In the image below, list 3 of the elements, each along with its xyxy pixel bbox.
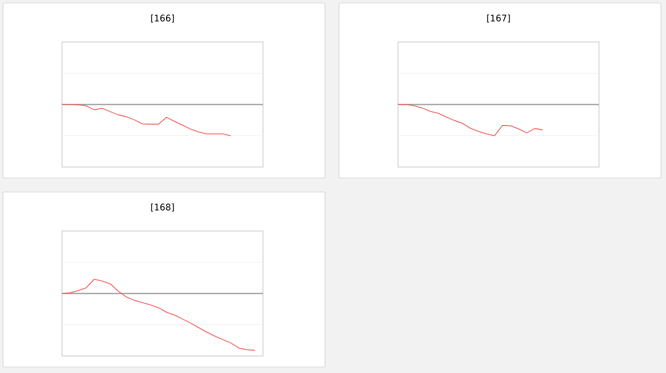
- chart-title: [166]: [151, 14, 174, 23]
- chart-title: [167]: [487, 14, 510, 23]
- chart-title: [168]: [151, 204, 174, 212]
